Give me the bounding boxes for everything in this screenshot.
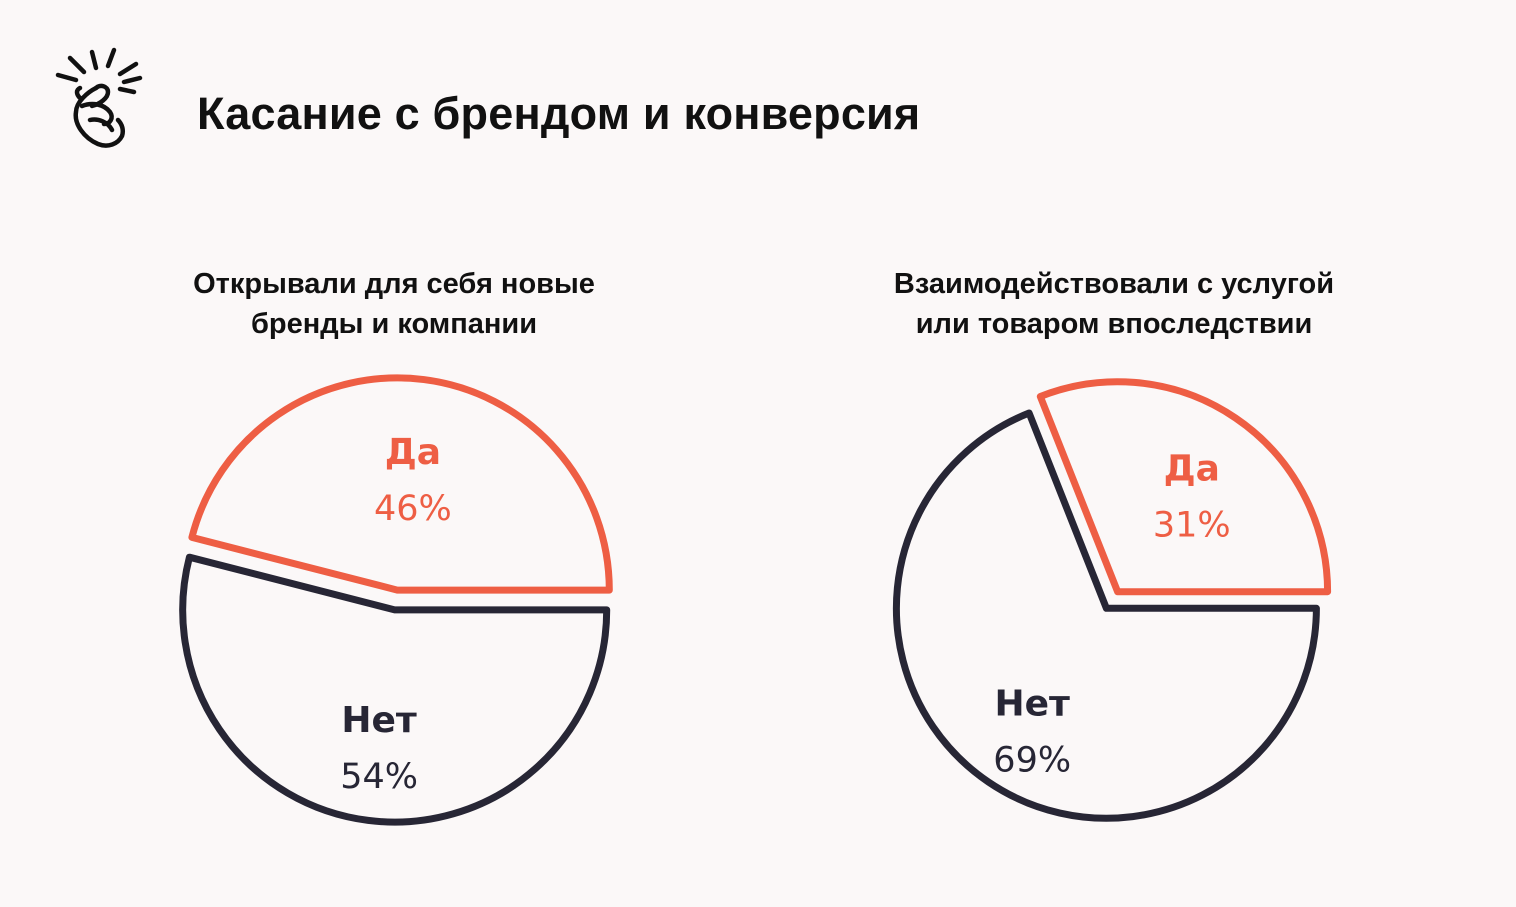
pie-left-slice-yes — [188, 374, 613, 594]
pie-right-slice-no — [892, 409, 1320, 822]
pie-left-label-no: Нет — [341, 700, 417, 741]
page-title: Касание с брендом и конверсия — [197, 88, 921, 139]
pie-left-slice-no — [179, 553, 611, 826]
pie-right-value-yes: 31% — [1153, 506, 1231, 546]
chart-right-title-line-1: Взаимодействовали с услугой — [893, 268, 1335, 300]
pie-chart-left: Да 46% Нет 54% — [179, 374, 613, 826]
chart-right-title: Взаимодействовали с услугой или товаром … — [834, 264, 1394, 344]
pie-right-label-yes: Да — [1164, 449, 1220, 490]
snap-fingers-icon — [55, 47, 143, 148]
pie-right-value-no: 69% — [993, 740, 1071, 780]
chart-left-title-line-2: бренды и компании — [250, 308, 538, 340]
chart-right-title-line-2: или товаром впоследствии — [915, 308, 1313, 340]
pie-right-slice-yes — [1036, 378, 1332, 596]
pie-left-value-no: 54% — [340, 757, 418, 797]
pie-chart-right: Да 31% Нет 69% — [892, 378, 1332, 822]
pie-right-label-no: Нет — [994, 683, 1070, 724]
chart-left-title-line-1: Открывали для себя новые — [193, 268, 595, 300]
pie-left-label-yes: Да — [385, 432, 441, 473]
chart-left-title: Открывали для себя новые бренды и компан… — [114, 264, 674, 344]
pie-left-value-yes: 46% — [374, 489, 452, 529]
